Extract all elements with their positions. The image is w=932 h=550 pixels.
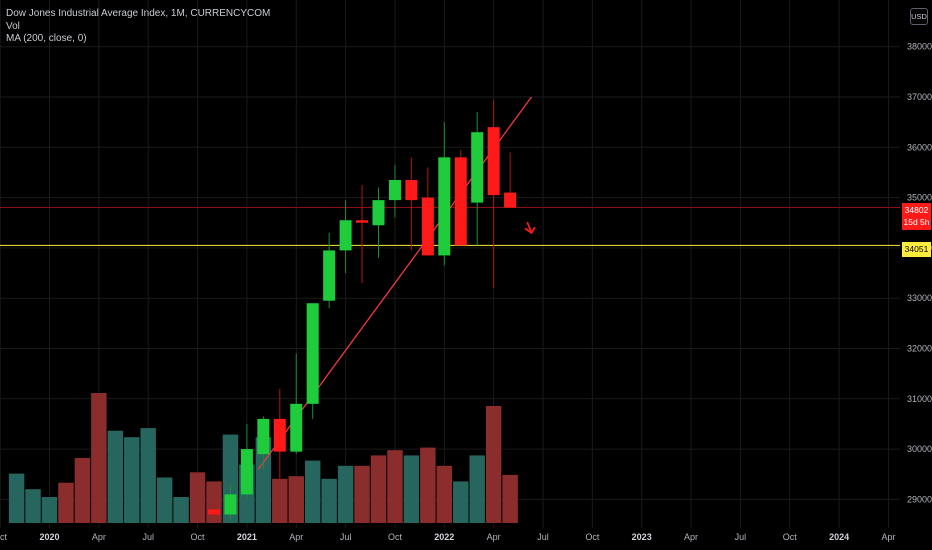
candle-body[interactable] — [388, 179, 401, 201]
volume-bar — [453, 481, 469, 523]
volume-bar — [74, 458, 91, 523]
volume-bar — [403, 455, 420, 523]
time-tick-label: Jul — [537, 532, 549, 542]
volume-bar — [304, 460, 321, 523]
candle-body[interactable] — [306, 303, 319, 404]
time-tick-label: Jul — [735, 532, 747, 542]
candle-body[interactable] — [356, 220, 369, 223]
time-tick-label: Oct — [191, 532, 206, 542]
volume-bar — [140, 428, 156, 523]
time-tick-label: Jul — [340, 532, 352, 542]
volume-bar — [469, 455, 485, 523]
candle-body[interactable] — [405, 179, 418, 201]
volume-bar — [58, 482, 74, 523]
candle-body[interactable] — [273, 418, 286, 452]
volume-bar — [387, 450, 403, 523]
candle-body[interactable] — [487, 127, 500, 196]
volume-bar — [337, 465, 354, 523]
price-tick-label: 31000 — [907, 394, 932, 404]
candle-body[interactable] — [257, 418, 270, 455]
volume-bar — [41, 497, 58, 523]
volume-bar — [124, 437, 140, 523]
price-tick-label: 30000 — [907, 444, 932, 454]
time-tick-label: Jul — [142, 532, 154, 542]
volume-bar — [255, 437, 272, 523]
time-tick-label: ct — [0, 532, 8, 542]
candle-body[interactable] — [372, 200, 385, 226]
time-tick-label: 2023 — [632, 532, 652, 542]
time-tick-label: Oct — [585, 532, 600, 542]
support-level-tag: 34051 — [902, 242, 931, 257]
legend-volume[interactable]: Vol — [6, 20, 20, 32]
trendline-layer — [257, 96, 533, 470]
candle-body[interactable] — [240, 449, 253, 495]
time-tick-label: 2024 — [829, 532, 849, 542]
candle-body[interactable] — [224, 494, 237, 515]
time-tick-label: Oct — [388, 532, 403, 542]
legend-ma[interactable]: MA (200, close, 0) — [6, 33, 87, 44]
bar-countdown: 15d 5h — [903, 217, 930, 227]
candle-body[interactable] — [323, 250, 336, 301]
price-tick-label: 29000 — [907, 494, 932, 504]
currency-badge[interactable]: USD — [910, 8, 928, 25]
volume-bar — [288, 476, 304, 523]
time-tick-label: 2021 — [237, 532, 257, 542]
price-tick-label: 36000 — [907, 142, 932, 152]
candle-body[interactable] — [438, 157, 451, 256]
time-tick-label: 2022 — [434, 532, 454, 542]
candle-body[interactable] — [471, 132, 484, 203]
down-arrow-icon[interactable] — [524, 221, 536, 235]
trendline[interactable] — [257, 96, 533, 470]
volume-bar — [189, 472, 206, 523]
volume-bar — [436, 465, 453, 523]
volume-bar — [107, 430, 124, 523]
volume-bar — [420, 447, 436, 523]
time-tick-label: Apr — [289, 532, 303, 542]
price-tick-label: 33000 — [907, 293, 932, 303]
volume-bar — [8, 473, 25, 523]
volume-bar — [91, 393, 107, 523]
price-tick-label: 37000 — [907, 92, 932, 102]
time-tick-label: Apr — [92, 532, 106, 542]
time-tick-label: 2020 — [39, 532, 59, 542]
chart-legend: Dow Jones Industrial Average Index, 1M, … — [6, 8, 270, 46]
volume-bar — [272, 478, 288, 523]
candles — [208, 99, 517, 520]
volume-bar — [502, 474, 518, 523]
time-tick-label: Apr — [881, 532, 895, 542]
time-tick-label: Apr — [487, 532, 501, 542]
price-tick-label: 35000 — [907, 193, 932, 203]
last-price-tag: 34802 15d 5h — [902, 203, 931, 230]
candle-body[interactable] — [208, 509, 220, 515]
volume-bar — [354, 465, 370, 523]
annotations — [524, 221, 536, 235]
volume-bar — [156, 477, 173, 523]
volume-bar — [25, 489, 41, 523]
time-axis: ct 2020 Apr Jul Oct 2021 Apr Jul Oct 2022 Apr Jul Oc… — [0, 532, 895, 542]
candle-body[interactable] — [421, 197, 434, 256]
volume-bar — [370, 455, 387, 523]
candle-body[interactable] — [290, 403, 303, 452]
candle-body[interactable] — [504, 192, 517, 208]
candle-body[interactable] — [454, 157, 467, 246]
time-tick-label: Apr — [684, 532, 698, 542]
price-axis: 2900030000310003200033000340003500036000… — [907, 42, 932, 505]
volume-bar — [173, 497, 189, 523]
time-tick-label: Oct — [783, 532, 798, 542]
legend-title[interactable]: Dow Jones Industrial Average Index, 1M, … — [6, 8, 271, 19]
volume-bar — [321, 478, 337, 523]
last-price-value: 34802 — [904, 205, 929, 215]
price-tick-label: 32000 — [907, 344, 932, 354]
volume-bar — [485, 406, 502, 523]
candle-body[interactable] — [339, 220, 352, 251]
price-tick-label: 38000 — [907, 42, 932, 52]
